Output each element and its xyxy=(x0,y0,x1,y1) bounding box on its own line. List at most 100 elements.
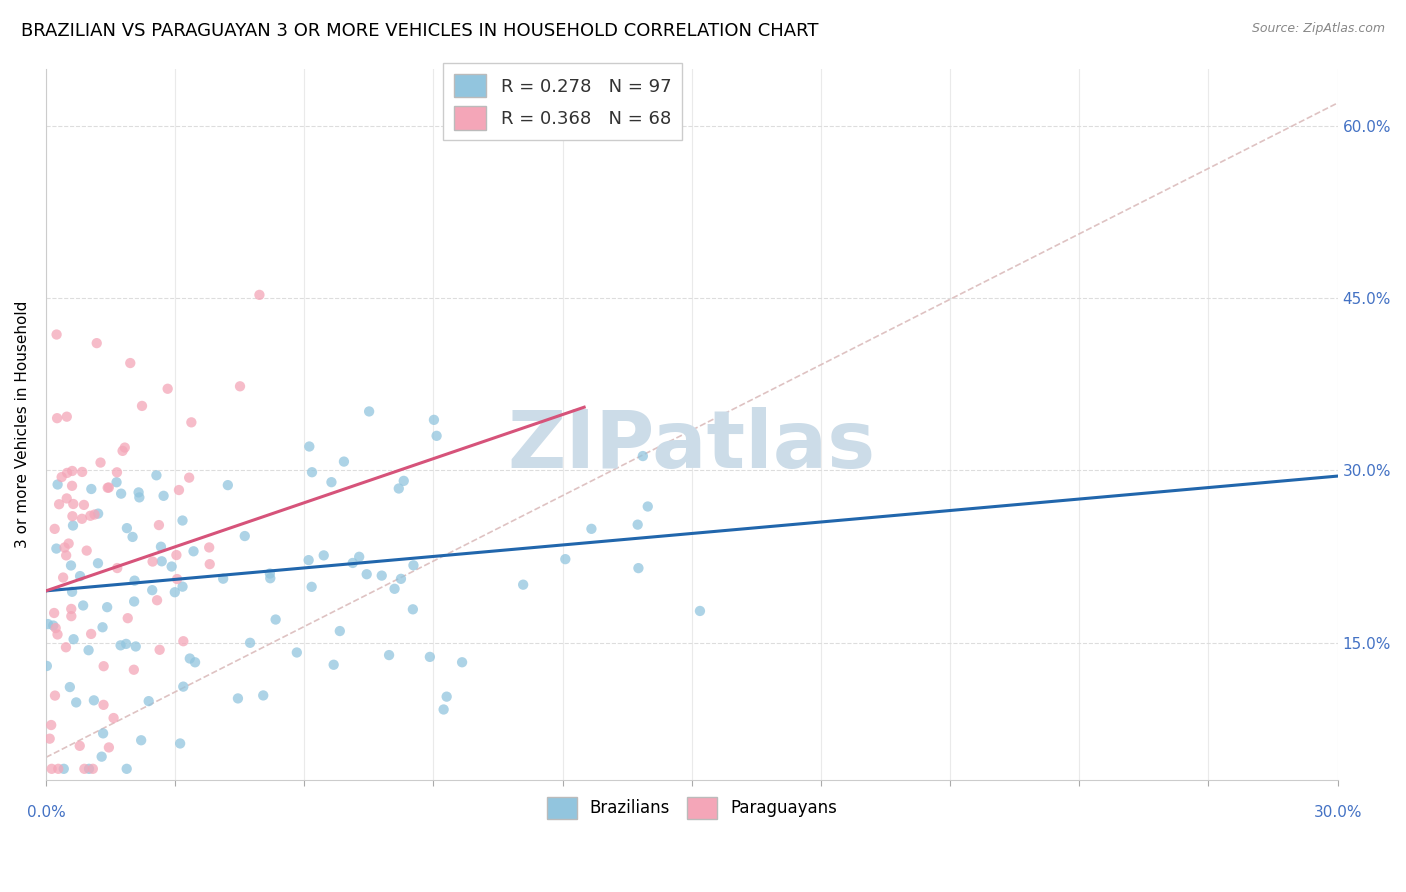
Point xyxy=(53,541,76,555)
Point xyxy=(93,659,115,673)
Point xyxy=(103,711,125,725)
Point xyxy=(312,549,335,563)
Point xyxy=(142,555,165,569)
Point xyxy=(110,638,132,652)
Point xyxy=(169,736,191,750)
Point xyxy=(55,491,77,506)
Point xyxy=(392,474,415,488)
Point xyxy=(402,602,425,616)
Point xyxy=(138,694,160,708)
Point xyxy=(60,602,83,616)
Point xyxy=(115,637,138,651)
Point xyxy=(554,552,576,566)
Point xyxy=(156,382,179,396)
Point xyxy=(129,733,152,747)
Point xyxy=(165,548,187,562)
Point xyxy=(70,512,93,526)
Point xyxy=(233,529,256,543)
Point xyxy=(298,553,321,567)
Point xyxy=(86,336,108,351)
Point xyxy=(637,500,659,514)
Point xyxy=(37,617,59,632)
Point xyxy=(149,540,172,554)
Point xyxy=(60,479,83,493)
Point xyxy=(451,655,474,669)
Point xyxy=(217,478,239,492)
Point xyxy=(184,655,207,669)
Point xyxy=(388,482,411,496)
Point xyxy=(322,657,344,672)
Point xyxy=(167,483,190,497)
Point xyxy=(51,470,73,484)
Point xyxy=(252,689,274,703)
Text: 0.0%: 0.0% xyxy=(27,805,65,821)
Point xyxy=(166,572,188,586)
Point xyxy=(60,584,83,599)
Point xyxy=(62,518,84,533)
Point xyxy=(105,475,128,490)
Point xyxy=(180,415,202,429)
Point xyxy=(426,429,449,443)
Point xyxy=(149,642,172,657)
Point xyxy=(59,680,82,694)
Point xyxy=(73,498,96,512)
Point xyxy=(179,651,201,665)
Point xyxy=(55,549,77,563)
Point xyxy=(163,585,186,599)
Point xyxy=(125,640,148,654)
Point xyxy=(91,620,114,634)
Point xyxy=(179,470,201,484)
Point xyxy=(87,556,110,570)
Point xyxy=(122,594,145,608)
Point xyxy=(259,571,281,585)
Point xyxy=(359,404,381,418)
Point xyxy=(378,648,401,662)
Point xyxy=(115,521,138,535)
Point xyxy=(46,477,69,491)
Point xyxy=(333,454,356,468)
Point xyxy=(249,288,271,302)
Point xyxy=(97,481,120,495)
Point xyxy=(183,544,205,558)
Point xyxy=(631,449,654,463)
Point xyxy=(38,731,60,746)
Point xyxy=(56,409,79,424)
Point xyxy=(62,632,84,647)
Point xyxy=(76,543,98,558)
Point xyxy=(44,606,66,620)
Point xyxy=(45,621,67,635)
Point xyxy=(148,518,170,533)
Point xyxy=(90,749,112,764)
Point xyxy=(264,613,287,627)
Point xyxy=(69,569,91,583)
Point xyxy=(105,561,128,575)
Point xyxy=(72,599,94,613)
Text: 30.0%: 30.0% xyxy=(1313,805,1362,821)
Point xyxy=(152,489,174,503)
Point xyxy=(172,634,194,648)
Point xyxy=(97,481,120,495)
Point xyxy=(77,643,100,657)
Point xyxy=(87,507,110,521)
Point xyxy=(52,570,75,584)
Point xyxy=(44,522,66,536)
Point xyxy=(83,508,105,522)
Point xyxy=(347,549,370,564)
Point xyxy=(60,558,83,573)
Point xyxy=(39,718,62,732)
Point xyxy=(77,762,100,776)
Point xyxy=(56,466,79,480)
Point xyxy=(285,645,308,659)
Point xyxy=(122,663,145,677)
Point xyxy=(229,379,252,393)
Legend: Brazilians, Paraguayans: Brazilians, Paraguayans xyxy=(540,790,844,825)
Point xyxy=(433,702,456,716)
Point xyxy=(259,566,281,581)
Point xyxy=(160,559,183,574)
Point xyxy=(41,762,63,776)
Point xyxy=(70,465,93,479)
Point xyxy=(226,691,249,706)
Point xyxy=(42,618,65,632)
Point xyxy=(301,465,323,479)
Point xyxy=(89,456,111,470)
